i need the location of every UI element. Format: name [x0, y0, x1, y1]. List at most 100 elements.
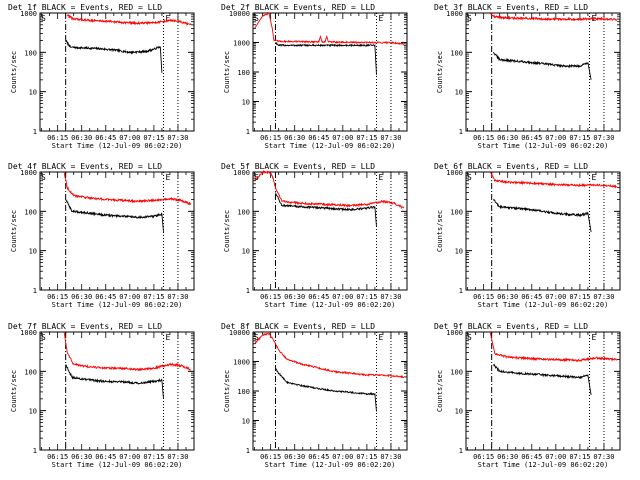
x-tick-label: 07:30	[167, 453, 188, 461]
plot-frame	[39, 331, 195, 451]
chart-title: Det 2f BLACK = Events, RED = LLD	[221, 3, 375, 12]
y-tick-label: 100	[450, 208, 463, 216]
series-line-events	[492, 198, 592, 232]
plot-frame	[465, 331, 621, 451]
y-tick-label: 10	[242, 248, 250, 256]
plot-frame	[252, 12, 408, 132]
series-line-events	[65, 39, 163, 73]
y-axis-label: Counts/sec	[10, 370, 18, 412]
x-tick-label: 06:15	[473, 134, 494, 142]
chart-title: Det 3f BLACK = Events, RED = LLD	[434, 3, 588, 12]
chart-title: Det 8f BLACK = Events, RED = LLD	[221, 322, 375, 331]
y-tick-label: 1	[246, 287, 250, 295]
event-marker-label: S	[467, 173, 472, 182]
chart-panel-9: Det 9f BLACK = Events, RED = LLD 1 10 100 10…	[434, 322, 621, 469]
chart-panel-8: Det 8f BLACK = Events, RED = LLD 1 10 100 10…	[221, 322, 408, 469]
plot-frame	[252, 171, 408, 291]
chart-title: Det 1f BLACK = Events, RED = LLD	[8, 3, 162, 12]
x-tick-label: 06:45	[308, 134, 329, 142]
event-marker-label: S	[41, 333, 46, 342]
x-axis-label: Start Time (12-Jul-09 06:02:20)	[478, 301, 609, 309]
x-tick-label: 06:30	[497, 134, 518, 142]
x-tick-label: 07:15	[356, 134, 377, 142]
chart-title: Det 5f BLACK = Events, RED = LLD	[221, 162, 375, 171]
y-axis-label: Counts/sec	[10, 51, 18, 93]
x-tick-label: 07:15	[356, 293, 377, 301]
y-tick-label: 10	[29, 248, 37, 256]
x-tick-label: 06:15	[260, 453, 281, 461]
y-axis-label: Counts/sec	[436, 210, 444, 252]
chart-panel-1: Det 1f BLACK = Events, RED = LLD 1 10 100 10…	[8, 3, 195, 150]
x-tick-label: 07:15	[143, 453, 164, 461]
y-tick-label: 1000	[233, 359, 250, 367]
x-axis-label: Start Time (12-Jul-09 06:02:20)	[52, 301, 183, 309]
series-line-events	[65, 199, 164, 232]
x-tick-label: 06:45	[521, 134, 542, 142]
event-marker-label: S	[254, 14, 259, 23]
x-tick-label: 07:00	[545, 293, 566, 301]
x-axis-label: Start Time (12-Jul-09 06:02:20)	[478, 461, 609, 469]
series-line-lld	[63, 331, 192, 372]
y-tick-label: 100	[450, 49, 463, 57]
x-tick-label: 07:30	[380, 293, 401, 301]
event-marker-label: E	[379, 333, 384, 342]
y-tick-label: 10000	[229, 329, 250, 337]
x-tick-label: 07:00	[332, 134, 353, 142]
y-tick-label: 10	[455, 89, 463, 97]
series-line-events	[65, 364, 164, 399]
chart-panel-2: Det 2f BLACK = Events, RED = LLD 1 10 100 10…	[221, 3, 408, 150]
x-tick-label: 06:30	[71, 293, 92, 301]
x-tick-label: 06:30	[497, 453, 518, 461]
event-marker-label: E	[592, 173, 597, 182]
y-tick-label: 100	[24, 49, 37, 57]
x-tick-label: 07:30	[593, 134, 614, 142]
x-tick-label: 06:30	[284, 134, 305, 142]
x-tick-label: 07:30	[167, 293, 188, 301]
x-tick-label: 06:45	[95, 134, 116, 142]
x-tick-label: 07:00	[119, 134, 140, 142]
x-tick-label: 07:00	[545, 453, 566, 461]
x-tick-label: 07:30	[593, 293, 614, 301]
y-tick-label: 1	[246, 447, 250, 455]
x-tick-label: 06:15	[473, 293, 494, 301]
series-line-lld	[254, 332, 405, 379]
y-tick-label: 10	[455, 408, 463, 416]
x-tick-label: 07:00	[545, 134, 566, 142]
chart-title: Det 9f BLACK = Events, RED = LLD	[434, 322, 588, 331]
series-line-events	[275, 367, 377, 412]
plot-frame	[465, 12, 621, 132]
chart-panel-7: Det 7f BLACK = Events, RED = LLD 1 10 100 10…	[8, 322, 195, 469]
y-tick-label: 1	[246, 128, 250, 136]
y-axis-label: Counts/sec	[223, 370, 231, 412]
y-tick-label: 100	[24, 368, 37, 376]
x-tick-label: 06:45	[308, 453, 329, 461]
event-marker-label: E	[166, 333, 171, 342]
series-line-lld	[489, 12, 618, 22]
event-marker-label: E	[592, 333, 597, 342]
y-tick-label: 100	[237, 69, 250, 77]
y-tick-label: 100	[237, 388, 250, 396]
x-axis-label: Start Time (12-Jul-09 06:02:20)	[52, 142, 183, 150]
x-tick-label: 07:00	[119, 453, 140, 461]
y-tick-label: 10	[455, 248, 463, 256]
x-tick-label: 06:15	[473, 453, 494, 461]
event-marker-label: S	[467, 14, 472, 23]
y-axis-label: Counts/sec	[436, 370, 444, 412]
y-tick-label: 10	[242, 418, 250, 426]
series-line-events	[275, 192, 377, 228]
y-tick-label: 1000	[233, 169, 250, 177]
x-tick-label: 06:45	[308, 293, 329, 301]
chart-panel-6: Det 6f BLACK = Events, RED = LLD 1 10 100 10…	[434, 162, 621, 309]
x-tick-label: 07:00	[332, 453, 353, 461]
y-tick-label: 100	[237, 208, 250, 216]
x-tick-label: 07:30	[380, 134, 401, 142]
x-tick-label: 07:15	[569, 453, 590, 461]
y-tick-label: 1000	[20, 169, 37, 177]
event-marker-label: E	[379, 173, 384, 182]
x-tick-label: 07:15	[569, 293, 590, 301]
y-axis-label: Counts/sec	[436, 51, 444, 93]
series-line-lld	[254, 12, 405, 46]
x-tick-label: 06:45	[521, 453, 542, 461]
x-axis-label: Start Time (12-Jul-09 06:02:20)	[52, 461, 183, 469]
